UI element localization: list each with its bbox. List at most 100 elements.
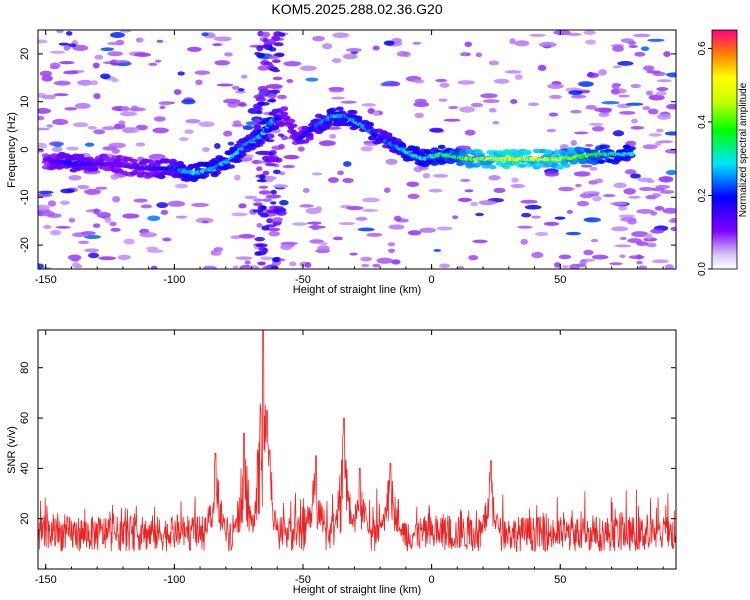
heatmap-cell [49,50,65,54]
heatmap-cell [652,259,669,264]
heatmap-cell [174,183,189,189]
heatmap-cell [123,238,135,245]
heatmap-cell [665,170,676,176]
heatmap-cell [660,190,675,194]
heatmap-cell [231,85,240,90]
heatmap-cell [631,118,638,124]
heatmap-cell [591,254,609,260]
heatmap-cell [253,118,261,123]
y-tick-label: -10 [19,189,31,205]
heatmap-cell [173,89,182,95]
ridge-halo [201,173,210,178]
heatmap-cell [646,242,657,248]
heatmap-cell [517,225,533,229]
heatmap-cell [570,139,578,146]
heatmap-cell [257,205,267,211]
heatmap-cell [249,265,259,269]
heatmap-cell [464,189,474,193]
heatmap-cell [256,110,263,115]
heatmap-cell [601,100,620,105]
heatmap-cell [342,53,358,60]
snr-y-label: SNR (v/v) [6,426,18,474]
heatmap-cell [664,131,676,136]
heatmap-cell [640,46,650,52]
heatmap-cell [524,204,542,210]
heatmap-cell [510,183,526,189]
heatmap-cell [156,202,168,209]
heatmap-cell [275,209,287,216]
heatmap-cell [107,41,124,46]
snr-y-ticks: 20 40 60 80 [19,362,676,525]
heatmap-cell [184,129,194,135]
heatmap-cell [414,98,427,104]
heatmap-cell [254,51,261,56]
heatmap-cell [52,118,69,126]
heatmap-cell [570,94,587,99]
heatmap-cell [304,261,312,268]
heatmap-cell [589,122,604,126]
heatmap-cell [259,213,270,218]
x-tick-label: 0 [429,574,435,586]
heatmap-cell [305,77,319,82]
ridge-halo [226,164,235,169]
heatmap-cell [268,55,280,60]
heatmap-cell [620,38,634,43]
heatmap-cell [239,264,253,269]
heatmap-cell [642,106,651,111]
heatmap-cell [413,101,430,108]
heatmap-cell [618,214,635,218]
ridge-halo [328,107,337,112]
heatmap-cell [639,186,654,191]
heatmap-cell [256,166,263,171]
heatmap-cell [68,175,82,181]
heatmap-cell [360,256,373,262]
heatmap-cell [253,198,264,202]
heatmap-cell [569,263,580,269]
heatmap-cell [53,93,69,97]
heatmap-cell [387,242,396,247]
heatmap-cell [306,221,322,225]
heatmap-cell [566,32,582,37]
heatmap-cell [179,137,189,142]
heatmap-cell [194,70,211,75]
heatmap-cell [631,231,649,238]
heatmap-cell [312,35,325,42]
heatmap-cell [237,88,245,92]
x-tick-label: -100 [163,574,185,586]
heatmap-cell [457,265,465,269]
heatmap-cell [107,51,123,57]
heatmap-cell [155,59,162,63]
y-tick-label: 20 [19,513,31,525]
heatmap-cell [438,98,448,102]
heatmap-cell [297,146,305,152]
ridge-halo [55,165,64,170]
heatmap-cell [488,108,497,113]
ridge-halo [268,111,277,116]
heatmap-cell [232,265,239,269]
heatmap-cell [261,44,271,49]
heatmap-cell [88,252,100,259]
heatmap-cell [93,208,100,215]
heatmap-cell [520,238,529,245]
heatmap-cell [231,212,248,217]
heatmap-cell [645,90,654,96]
heatmap-cell [110,32,125,39]
ridge-halo [305,133,314,139]
heatmap-cell [592,195,602,202]
heatmap-cell [656,86,669,92]
heatmap-cell [636,208,654,214]
heatmap-cell [318,242,328,246]
ridge-halo [597,159,606,164]
colorbar-ticks: 0.0 0.2 0.4 0.6 [697,41,712,276]
heatmap-cell [464,129,476,136]
heatmap-cell [282,164,295,169]
heatmap-cell [112,196,121,203]
heatmap-cell [175,215,188,219]
heatmap-cell [213,247,224,252]
heatmap-cell [38,263,45,269]
heatmap-cell [266,209,274,214]
heatmap-cell [654,206,665,211]
heatmap-cell [264,162,277,167]
heatmap-cell [636,260,643,265]
ridge-halo [502,164,511,170]
